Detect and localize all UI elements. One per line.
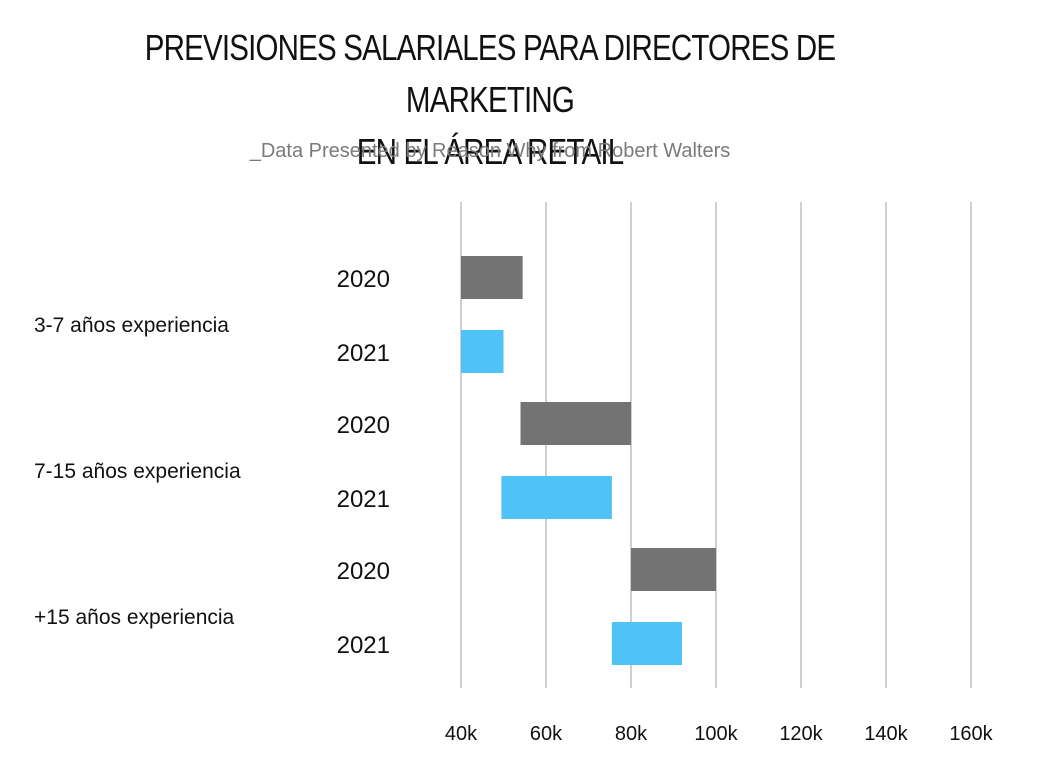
- x-tick-label: 160k: [949, 723, 993, 745]
- chart-title: PREVISIONES SALARIALES PARA DIRECTORES D…: [88, 22, 892, 178]
- x-tick-label: 40k: [445, 723, 478, 745]
- x-tick-label: 120k: [779, 723, 823, 745]
- group-label: 3-7 años experiencia: [34, 314, 229, 337]
- bar-2021: [501, 476, 612, 519]
- bar-2021: [461, 330, 504, 373]
- bar-2020: [461, 256, 523, 299]
- year-label: 2021: [337, 486, 390, 513]
- bar-2020: [520, 402, 631, 445]
- chart-subtitle: _Data Presented by Reason Why from Rober…: [249, 140, 731, 162]
- year-label: 2020: [337, 266, 390, 293]
- chart-title-line1: PREVISIONES SALARIALES PARA DIRECTORES D…: [144, 27, 836, 120]
- bar-2020: [631, 548, 716, 591]
- group-label: 7-15 años experiencia: [34, 460, 241, 483]
- x-tick-label: 60k: [530, 723, 563, 745]
- year-label: 2021: [337, 632, 390, 659]
- group-label: +15 años experiencia: [34, 606, 235, 629]
- year-label: 2021: [337, 340, 390, 367]
- year-label: 2020: [337, 558, 390, 585]
- x-tick-label: 140k: [864, 723, 908, 745]
- year-label: 2020: [337, 412, 390, 439]
- x-tick-label: 100k: [694, 723, 738, 745]
- bar-2021: [611, 622, 682, 665]
- chart-title-line2: EN EL ÁREA RETAIL: [356, 131, 624, 172]
- x-tick-label: 80k: [615, 723, 648, 745]
